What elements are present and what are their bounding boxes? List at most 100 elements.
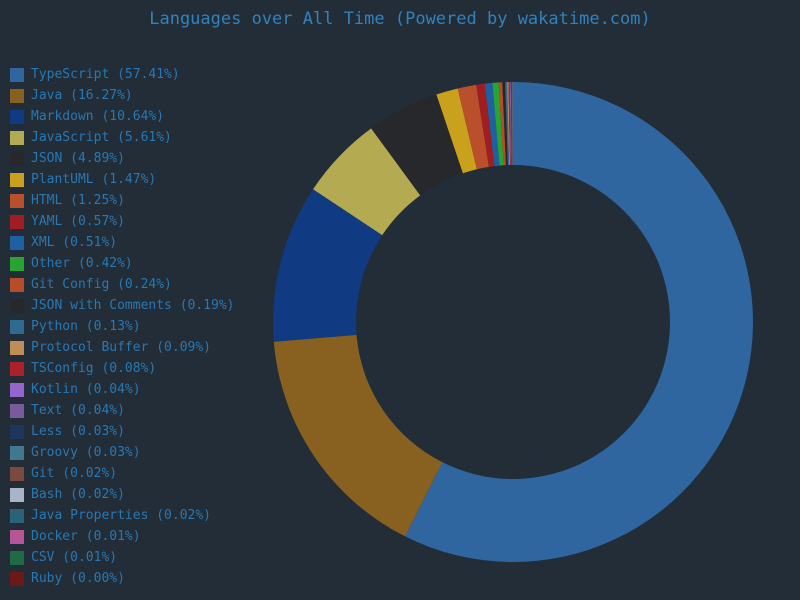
legend-swatch bbox=[10, 109, 24, 124]
legend-item: Git Config (0.24%) bbox=[10, 274, 235, 295]
donut-slice-xml bbox=[484, 82, 500, 167]
donut-slice-java bbox=[273, 334, 443, 537]
donut-slice-plantuml bbox=[436, 88, 477, 174]
legend-item: XML (0.51%) bbox=[10, 232, 235, 253]
legend-swatch bbox=[10, 319, 24, 334]
legend-swatch bbox=[10, 424, 24, 439]
legend-swatch bbox=[10, 340, 24, 355]
legend-item: Bash (0.02%) bbox=[10, 484, 235, 505]
legend-label: Text (0.04%) bbox=[31, 403, 125, 418]
legend-swatch bbox=[10, 445, 24, 460]
legend-label: Java (16.27%) bbox=[31, 88, 133, 103]
legend-swatch bbox=[10, 487, 24, 502]
legend-label: Groovy (0.03%) bbox=[31, 445, 141, 460]
legend-item: Groovy (0.03%) bbox=[10, 442, 235, 463]
donut-slice-javascript bbox=[313, 128, 421, 236]
legend-label: Kotlin (0.04%) bbox=[31, 382, 141, 397]
legend-label: JSON (4.89%) bbox=[31, 151, 125, 166]
legend-label: Docker (0.01%) bbox=[31, 529, 141, 544]
legend-label: Git (0.02%) bbox=[31, 466, 118, 481]
donut-slice-json bbox=[371, 94, 463, 196]
donut-slice-other bbox=[492, 82, 504, 166]
legend-item: Java (16.27%) bbox=[10, 85, 235, 106]
donut-slice-git bbox=[511, 81, 513, 165]
donut-slice-markdown bbox=[273, 189, 383, 342]
legend-label: Git Config (0.24%) bbox=[31, 277, 172, 292]
legend: TypeScript (57.41%) Java (16.27%) Markdown… bbox=[10, 64, 235, 589]
legend-swatch bbox=[10, 508, 24, 523]
legend-label: Python (0.13%) bbox=[31, 319, 141, 334]
legend-swatch bbox=[10, 403, 24, 418]
donut-slice-yaml bbox=[476, 83, 495, 167]
donut-slice-tsconfig bbox=[508, 82, 511, 166]
legend-item: JSON with Comments (0.19%) bbox=[10, 295, 235, 316]
legend-swatch bbox=[10, 172, 24, 187]
legend-item: Other (0.42%) bbox=[10, 253, 235, 274]
donut-slice-git-config bbox=[498, 82, 506, 166]
legend-label: Protocol Buffer (0.09%) bbox=[31, 340, 212, 355]
legend-swatch bbox=[10, 382, 24, 397]
chart-title: Languages over All Time (Powered by waka… bbox=[149, 9, 651, 29]
legend-swatch bbox=[10, 193, 24, 208]
donut-slice-json-with-comments bbox=[502, 82, 508, 166]
legend-swatch bbox=[10, 130, 24, 145]
donut-slice-html bbox=[457, 84, 489, 170]
legend-swatch bbox=[10, 529, 24, 544]
donut-slice-text bbox=[510, 82, 512, 166]
legend-swatch bbox=[10, 214, 24, 229]
legend-item: TypeScript (57.41%) bbox=[10, 64, 235, 85]
legend-label: PlantUML (1.47%) bbox=[31, 172, 157, 187]
legend-item: TSConfig (0.08%) bbox=[10, 358, 235, 379]
legend-item: HTML (1.25%) bbox=[10, 190, 235, 211]
donut-slice-kotlin bbox=[509, 82, 512, 166]
legend-item: Less (0.03%) bbox=[10, 421, 235, 442]
legend-label: Other (0.42%) bbox=[31, 256, 133, 271]
legend-item: Protocol Buffer (0.09%) bbox=[10, 337, 235, 358]
legend-swatch bbox=[10, 256, 24, 271]
legend-item: Markdown (10.64%) bbox=[10, 106, 235, 127]
legend-item: PlantUML (1.47%) bbox=[10, 169, 235, 190]
legend-label: TSConfig (0.08%) bbox=[31, 361, 157, 376]
legend-item: JavaScript (5.61%) bbox=[10, 127, 235, 148]
legend-item: Java Properties (0.02%) bbox=[10, 505, 235, 526]
legend-label: HTML (1.25%) bbox=[31, 193, 125, 208]
legend-swatch bbox=[10, 571, 24, 586]
donut-slice-typescript bbox=[405, 82, 753, 562]
legend-swatch bbox=[10, 466, 24, 481]
legend-item: Docker (0.01%) bbox=[10, 526, 235, 547]
donut-slice-protocol-buffer bbox=[507, 82, 511, 166]
legend-item: YAML (0.57%) bbox=[10, 211, 235, 232]
legend-swatch bbox=[10, 67, 24, 82]
legend-swatch bbox=[10, 298, 24, 313]
donut-slice-less bbox=[510, 82, 512, 166]
legend-swatch bbox=[10, 88, 24, 103]
legend-item: Git (0.02%) bbox=[10, 463, 235, 484]
legend-label: Less (0.03%) bbox=[31, 424, 125, 439]
donut-slice-python bbox=[505, 82, 510, 166]
legend-item: CSV (0.01%) bbox=[10, 547, 235, 568]
legend-item: Ruby (0.00%) bbox=[10, 568, 235, 589]
legend-label: Bash (0.02%) bbox=[31, 487, 125, 502]
legend-label: CSV (0.01%) bbox=[31, 550, 118, 565]
legend-swatch bbox=[10, 235, 24, 250]
donut-slice-bash bbox=[512, 81, 513, 165]
legend-swatch bbox=[10, 277, 24, 292]
legend-label: Markdown (10.64%) bbox=[31, 109, 165, 124]
legend-swatch bbox=[10, 550, 24, 565]
legend-item: Python (0.13%) bbox=[10, 316, 235, 337]
legend-label: JavaScript (5.61%) bbox=[31, 130, 172, 145]
legend-label: Ruby (0.00%) bbox=[31, 571, 125, 586]
donut-slice-groovy bbox=[511, 82, 513, 165]
legend-swatch bbox=[10, 361, 24, 376]
legend-swatch bbox=[10, 151, 24, 166]
legend-label: Java Properties (0.02%) bbox=[31, 508, 212, 523]
legend-item: Text (0.04%) bbox=[10, 400, 235, 421]
legend-label: YAML (0.57%) bbox=[31, 214, 125, 229]
legend-item: JSON (4.89%) bbox=[10, 148, 235, 169]
legend-label: TypeScript (57.41%) bbox=[31, 67, 180, 82]
legend-label: JSON with Comments (0.19%) bbox=[31, 298, 235, 313]
legend-label: XML (0.51%) bbox=[31, 235, 118, 250]
legend-item: Kotlin (0.04%) bbox=[10, 379, 235, 400]
